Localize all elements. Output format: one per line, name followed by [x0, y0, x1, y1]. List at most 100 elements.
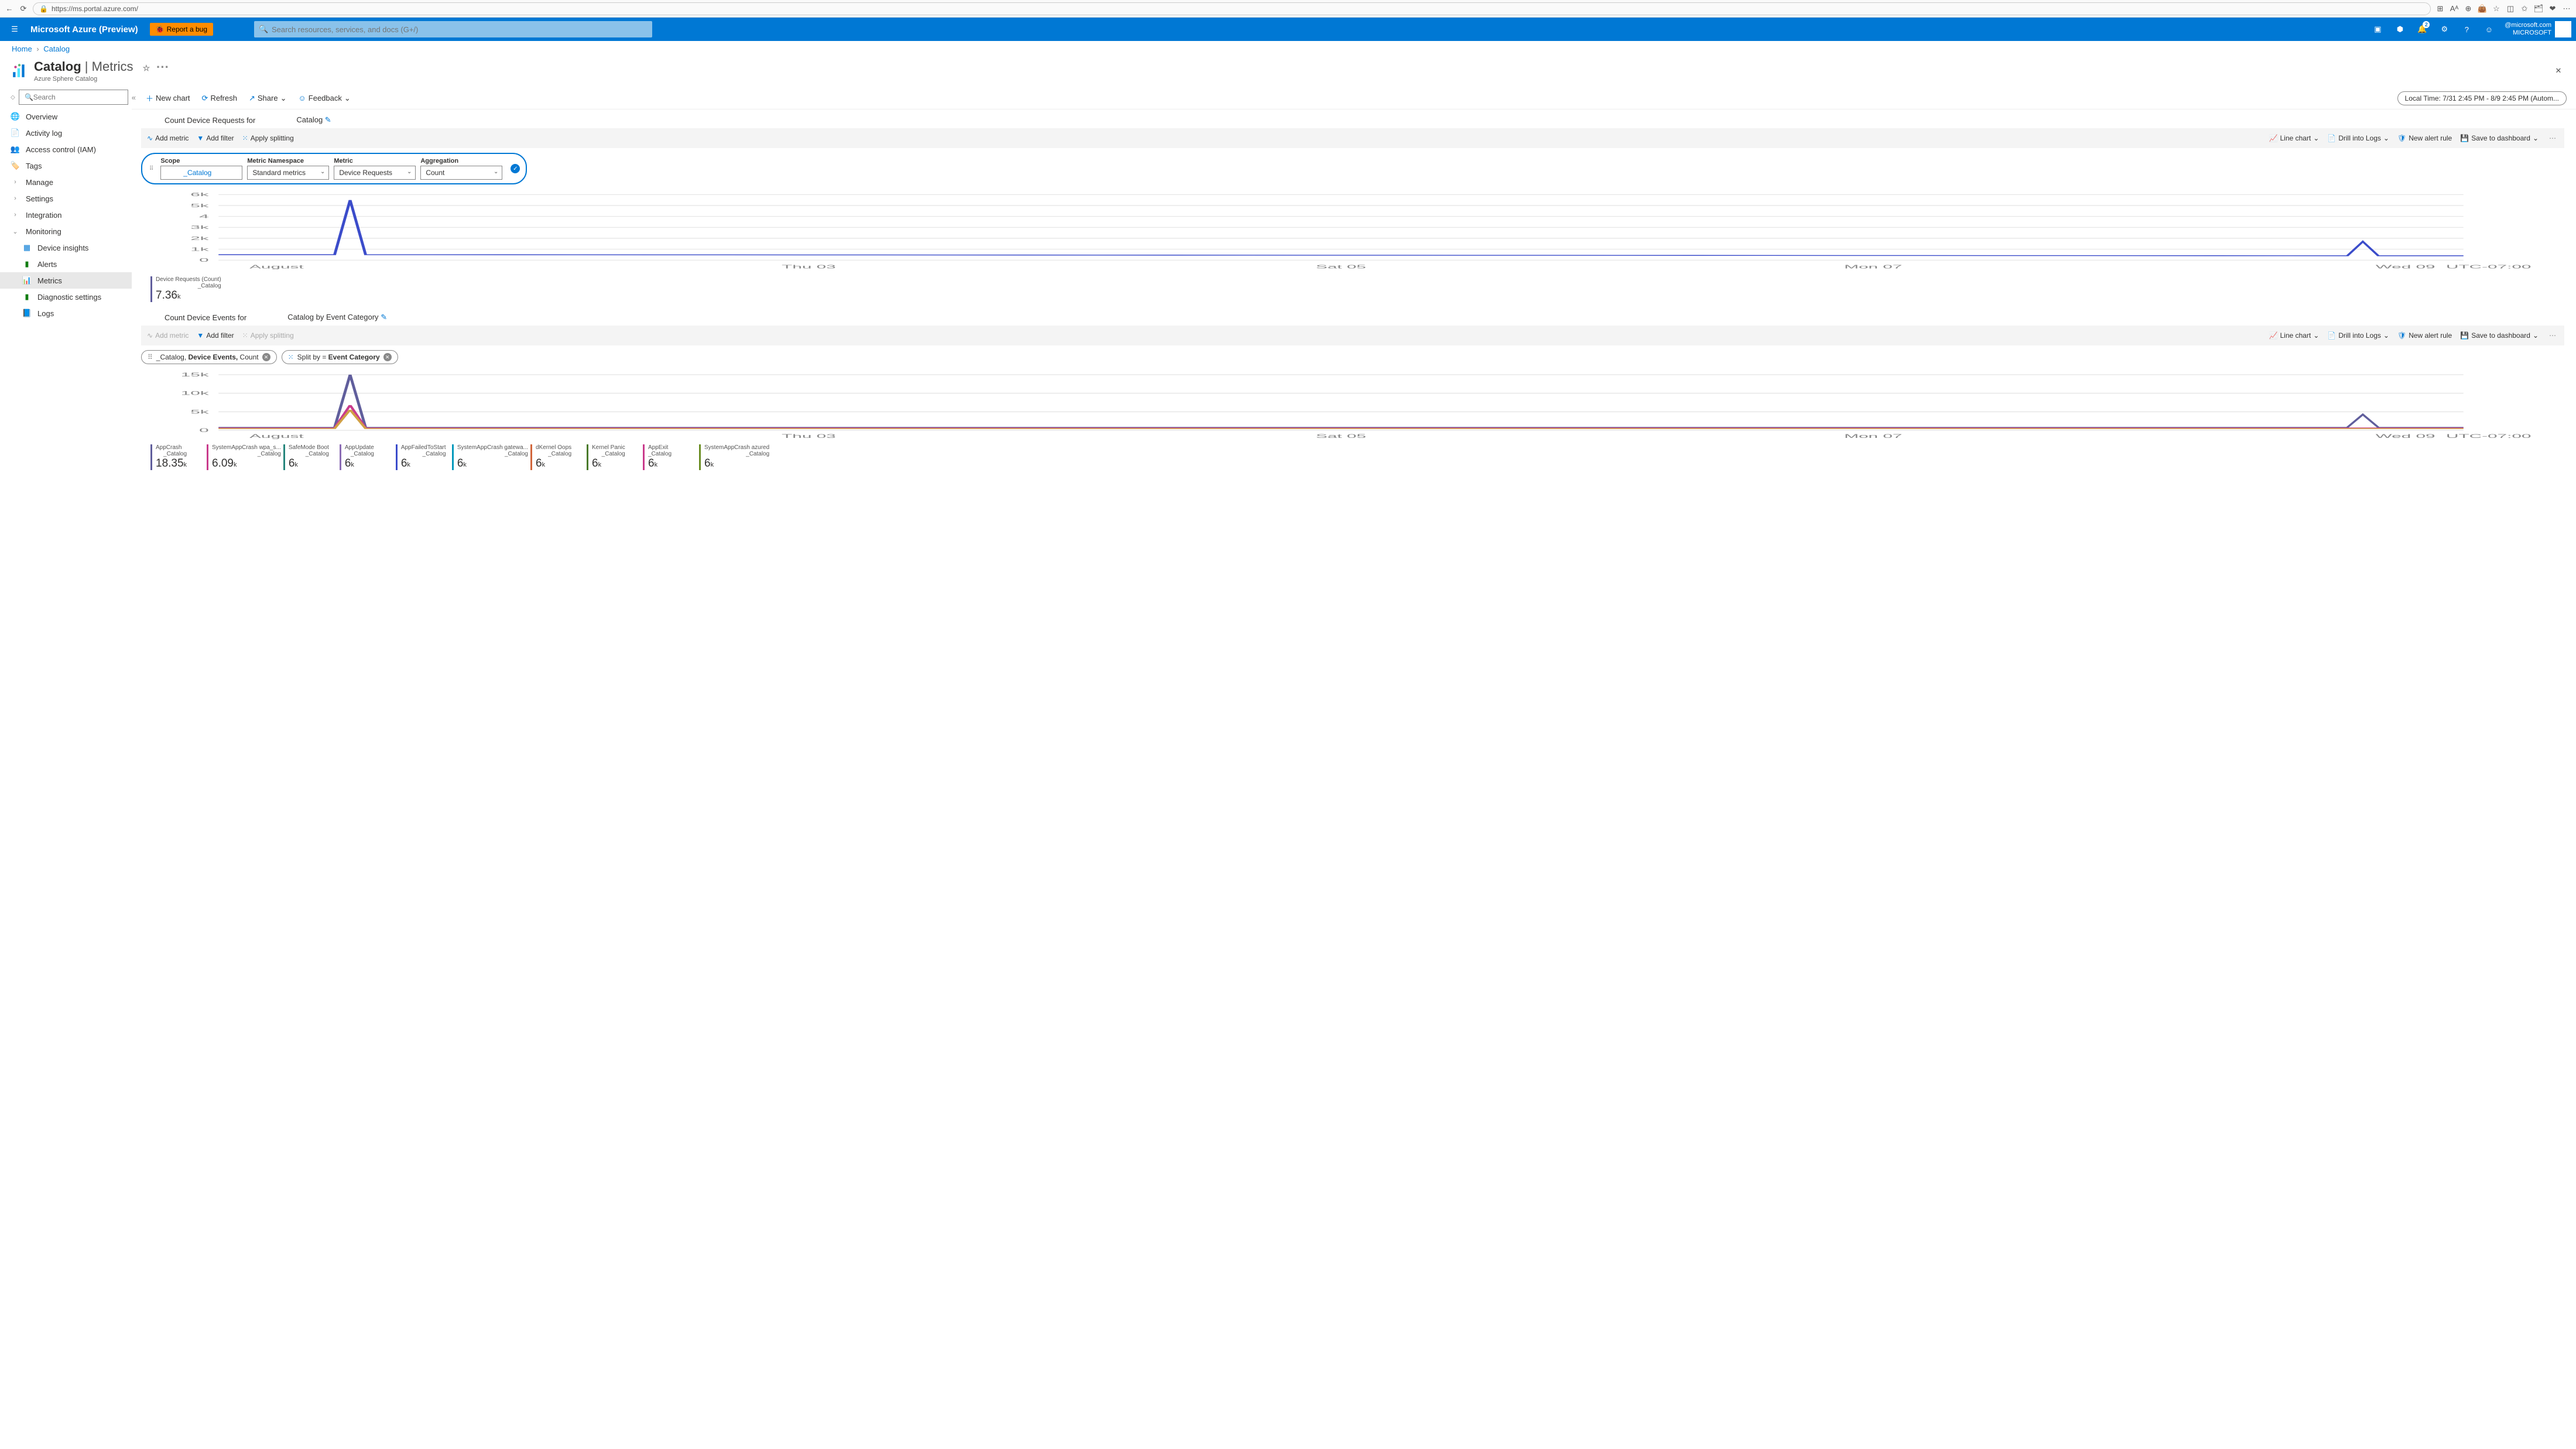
- sidebar-search-input[interactable]: [19, 90, 128, 105]
- more-icon[interactable]: ⋯: [2547, 134, 2558, 142]
- sidebar-item-settings[interactable]: ›Settings: [0, 190, 132, 207]
- legend-item[interactable]: AppExit_Catalog6k: [643, 443, 697, 471]
- favorites-icon[interactable]: ✩: [2520, 4, 2529, 13]
- namespace-dropdown[interactable]: Standard metrics⌄: [247, 166, 329, 180]
- alert-icon: 🛡: [2397, 134, 2406, 142]
- chevron-down-icon: ⌄: [2383, 134, 2389, 142]
- new-chart-button[interactable]: ＋New chart: [141, 90, 195, 106]
- legend-item[interactable]: SafeMode Boot_Catalog6k: [283, 443, 337, 471]
- split-icon[interactable]: ◫: [2506, 4, 2515, 13]
- legend-item[interactable]: AppUpdate_Catalog6k: [340, 443, 393, 471]
- pin-icon[interactable]: ☆: [143, 63, 150, 73]
- sidebar-item-diagnostic-settings[interactable]: ▮Diagnostic settings: [0, 289, 132, 305]
- zoom-icon[interactable]: ⊕: [2464, 4, 2473, 13]
- legend-item[interactable]: AppFailedToStart_Catalog6k: [396, 443, 450, 471]
- settings-icon[interactable]: ⚙: [2434, 18, 2454, 41]
- share-button[interactable]: ↗Share⌄: [244, 91, 292, 105]
- metric-dropdown[interactable]: Device Requests⌄: [334, 166, 416, 180]
- logs-icon: 📄: [2327, 134, 2336, 142]
- sidebar-item-integration[interactable]: ›Integration: [0, 207, 132, 223]
- feedback-button[interactable]: ☺Feedback⌄: [294, 91, 355, 105]
- apps-icon[interactable]: ⊞: [2435, 4, 2445, 13]
- legend-item[interactable]: SystemAppCrash wpa_s..._Catalog6.09k: [207, 443, 281, 471]
- azure-topbar: ☰ Microsoft Azure (Preview) 🐞 Report a b…: [0, 18, 2576, 41]
- breadcrumb-home[interactable]: Home: [12, 44, 32, 53]
- search-input[interactable]: [254, 21, 652, 37]
- add-filter-button[interactable]: ▼Add filter: [197, 134, 234, 142]
- more-icon[interactable]: ⋯: [2547, 331, 2558, 340]
- legend-item[interactable]: SystemAppCrash gatewa..._Catalog6k: [452, 443, 528, 471]
- shopping-icon[interactable]: 👜: [2478, 4, 2487, 13]
- sidebar-item-tags[interactable]: 🏷️Tags: [0, 157, 132, 174]
- extension-icon[interactable]: ❤: [2548, 4, 2557, 13]
- refresh-icon[interactable]: ⟳: [19, 4, 28, 13]
- add-filter-button[interactable]: ▼Add filter: [197, 331, 234, 340]
- edit-title-icon[interactable]: ✎: [325, 115, 331, 124]
- refresh-button[interactable]: ⟳Refresh: [197, 91, 242, 105]
- chart-next-button[interactable]: ›: [2572, 383, 2576, 399]
- chart-next-button[interactable]: ›: [2572, 200, 2576, 217]
- split-chip[interactable]: ⁙ Split by = Event Category ✕: [282, 350, 398, 364]
- new-alert-button[interactable]: 🛡New alert rule: [2397, 331, 2452, 340]
- metric-icon: ∿: [147, 134, 153, 142]
- add-metric-button[interactable]: ∿Add metric: [147, 331, 189, 340]
- brand-label[interactable]: Microsoft Azure (Preview): [30, 25, 138, 35]
- text-size-icon[interactable]: Aᴬ: [2450, 4, 2459, 13]
- edit-title-icon[interactable]: ✎: [381, 313, 387, 321]
- chevron-icon: ⌄: [11, 228, 20, 235]
- sidebar-item-logs[interactable]: 📘Logs: [0, 305, 132, 321]
- sidebar-item-activity-log[interactable]: 📄Activity log: [0, 125, 132, 141]
- collections-icon[interactable]: 🗂: [2534, 4, 2543, 13]
- menu-icon[interactable]: ☰: [5, 25, 25, 34]
- drill-logs-button[interactable]: 📄Drill into Logs⌄: [2327, 331, 2389, 340]
- legend-item[interactable]: Device Requests (Count) _Catalog 7.36k: [150, 275, 221, 303]
- apply-splitting-button[interactable]: ⁙Apply splitting: [242, 134, 294, 142]
- url-bar[interactable]: 🔒 https://ms.portal.azure.com/: [33, 2, 2431, 15]
- sidebar-item-alerts[interactable]: ▮Alerts: [0, 256, 132, 272]
- save-dashboard-button[interactable]: 💾Save to dashboard⌄: [2460, 331, 2539, 340]
- apply-splitting-button[interactable]: ⁙Apply splitting: [242, 331, 294, 340]
- nav-icon: 📄: [11, 128, 20, 138]
- legend-item[interactable]: dKernel Oops_Catalog6k: [530, 443, 584, 471]
- chart-type-dropdown[interactable]: 📈Line chart⌄: [2269, 134, 2320, 142]
- star-icon[interactable]: ☆: [2492, 4, 2501, 13]
- drag-handle-icon[interactable]: ⠿: [149, 166, 153, 172]
- sidebar-item-manage[interactable]: ›Manage: [0, 174, 132, 190]
- help-icon[interactable]: ?: [2457, 18, 2476, 41]
- svg-text:UTC-07:00: UTC-07:00: [2446, 264, 2531, 270]
- chevron-down-icon: ⌄: [407, 169, 412, 175]
- legend-item[interactable]: SystemAppCrash azured_Catalog6k: [699, 443, 769, 471]
- new-alert-button[interactable]: 🛡New alert rule: [2397, 134, 2452, 142]
- svg-text:Wed 09: Wed 09: [2376, 433, 2435, 439]
- chart-type-dropdown[interactable]: 📈Line chart⌄: [2269, 331, 2320, 340]
- account-block[interactable]: @microsoft.com MICROSOFT: [2505, 21, 2571, 37]
- directory-icon[interactable]: ⬢: [2390, 18, 2410, 41]
- time-range-picker[interactable]: Local Time: 7/31 2:45 PM - 8/9 2:45 PM (…: [2397, 91, 2567, 105]
- feedback-icon[interactable]: ☺: [2479, 18, 2499, 41]
- sidebar-item-overview[interactable]: 🌐Overview: [0, 108, 132, 125]
- drill-logs-button[interactable]: 📄Drill into Logs⌄: [2327, 134, 2389, 142]
- sidebar-item-device-insights[interactable]: ▦Device insights: [0, 239, 132, 256]
- close-blade-button[interactable]: ✕: [2553, 66, 2564, 76]
- remove-chip-icon[interactable]: ✕: [383, 353, 392, 361]
- breadcrumb-catalog[interactable]: Catalog: [43, 44, 70, 53]
- sidebar-item-metrics[interactable]: 📊Metrics: [0, 272, 132, 289]
- more-actions-icon[interactable]: ⋯: [153, 59, 171, 74]
- global-search[interactable]: 🔍: [254, 21, 652, 37]
- aggregation-dropdown[interactable]: Count⌄: [420, 166, 502, 180]
- metric-chip[interactable]: ⠿ _Catalog, Device Events, Count ✕: [141, 350, 277, 364]
- sidebar-item-monitoring[interactable]: ⌄Monitoring: [0, 223, 132, 239]
- legend-item[interactable]: Kernel Panic_Catalog6k: [587, 443, 640, 471]
- back-icon[interactable]: ←: [5, 4, 14, 13]
- cloudshell-icon[interactable]: ▣: [2368, 18, 2387, 41]
- notifications-icon[interactable]: 🔔2: [2412, 18, 2432, 41]
- metric-config-pill: ⠿ Scope_Catalog Metric NamespaceStandard…: [141, 153, 527, 184]
- scope-selector[interactable]: _Catalog: [160, 166, 242, 180]
- legend-item[interactable]: AppCrash_Catalog18.35k: [150, 443, 204, 471]
- sidebar-item-access-control-iam-[interactable]: 👥Access control (IAM): [0, 141, 132, 157]
- add-metric-button[interactable]: ∿Add metric: [147, 134, 189, 142]
- save-dashboard-button[interactable]: 💾Save to dashboard⌄: [2460, 134, 2539, 142]
- report-bug-button[interactable]: 🐞 Report a bug: [150, 23, 213, 36]
- remove-chip-icon[interactable]: ✕: [262, 353, 270, 361]
- more-icon[interactable]: ⋯: [2562, 4, 2571, 13]
